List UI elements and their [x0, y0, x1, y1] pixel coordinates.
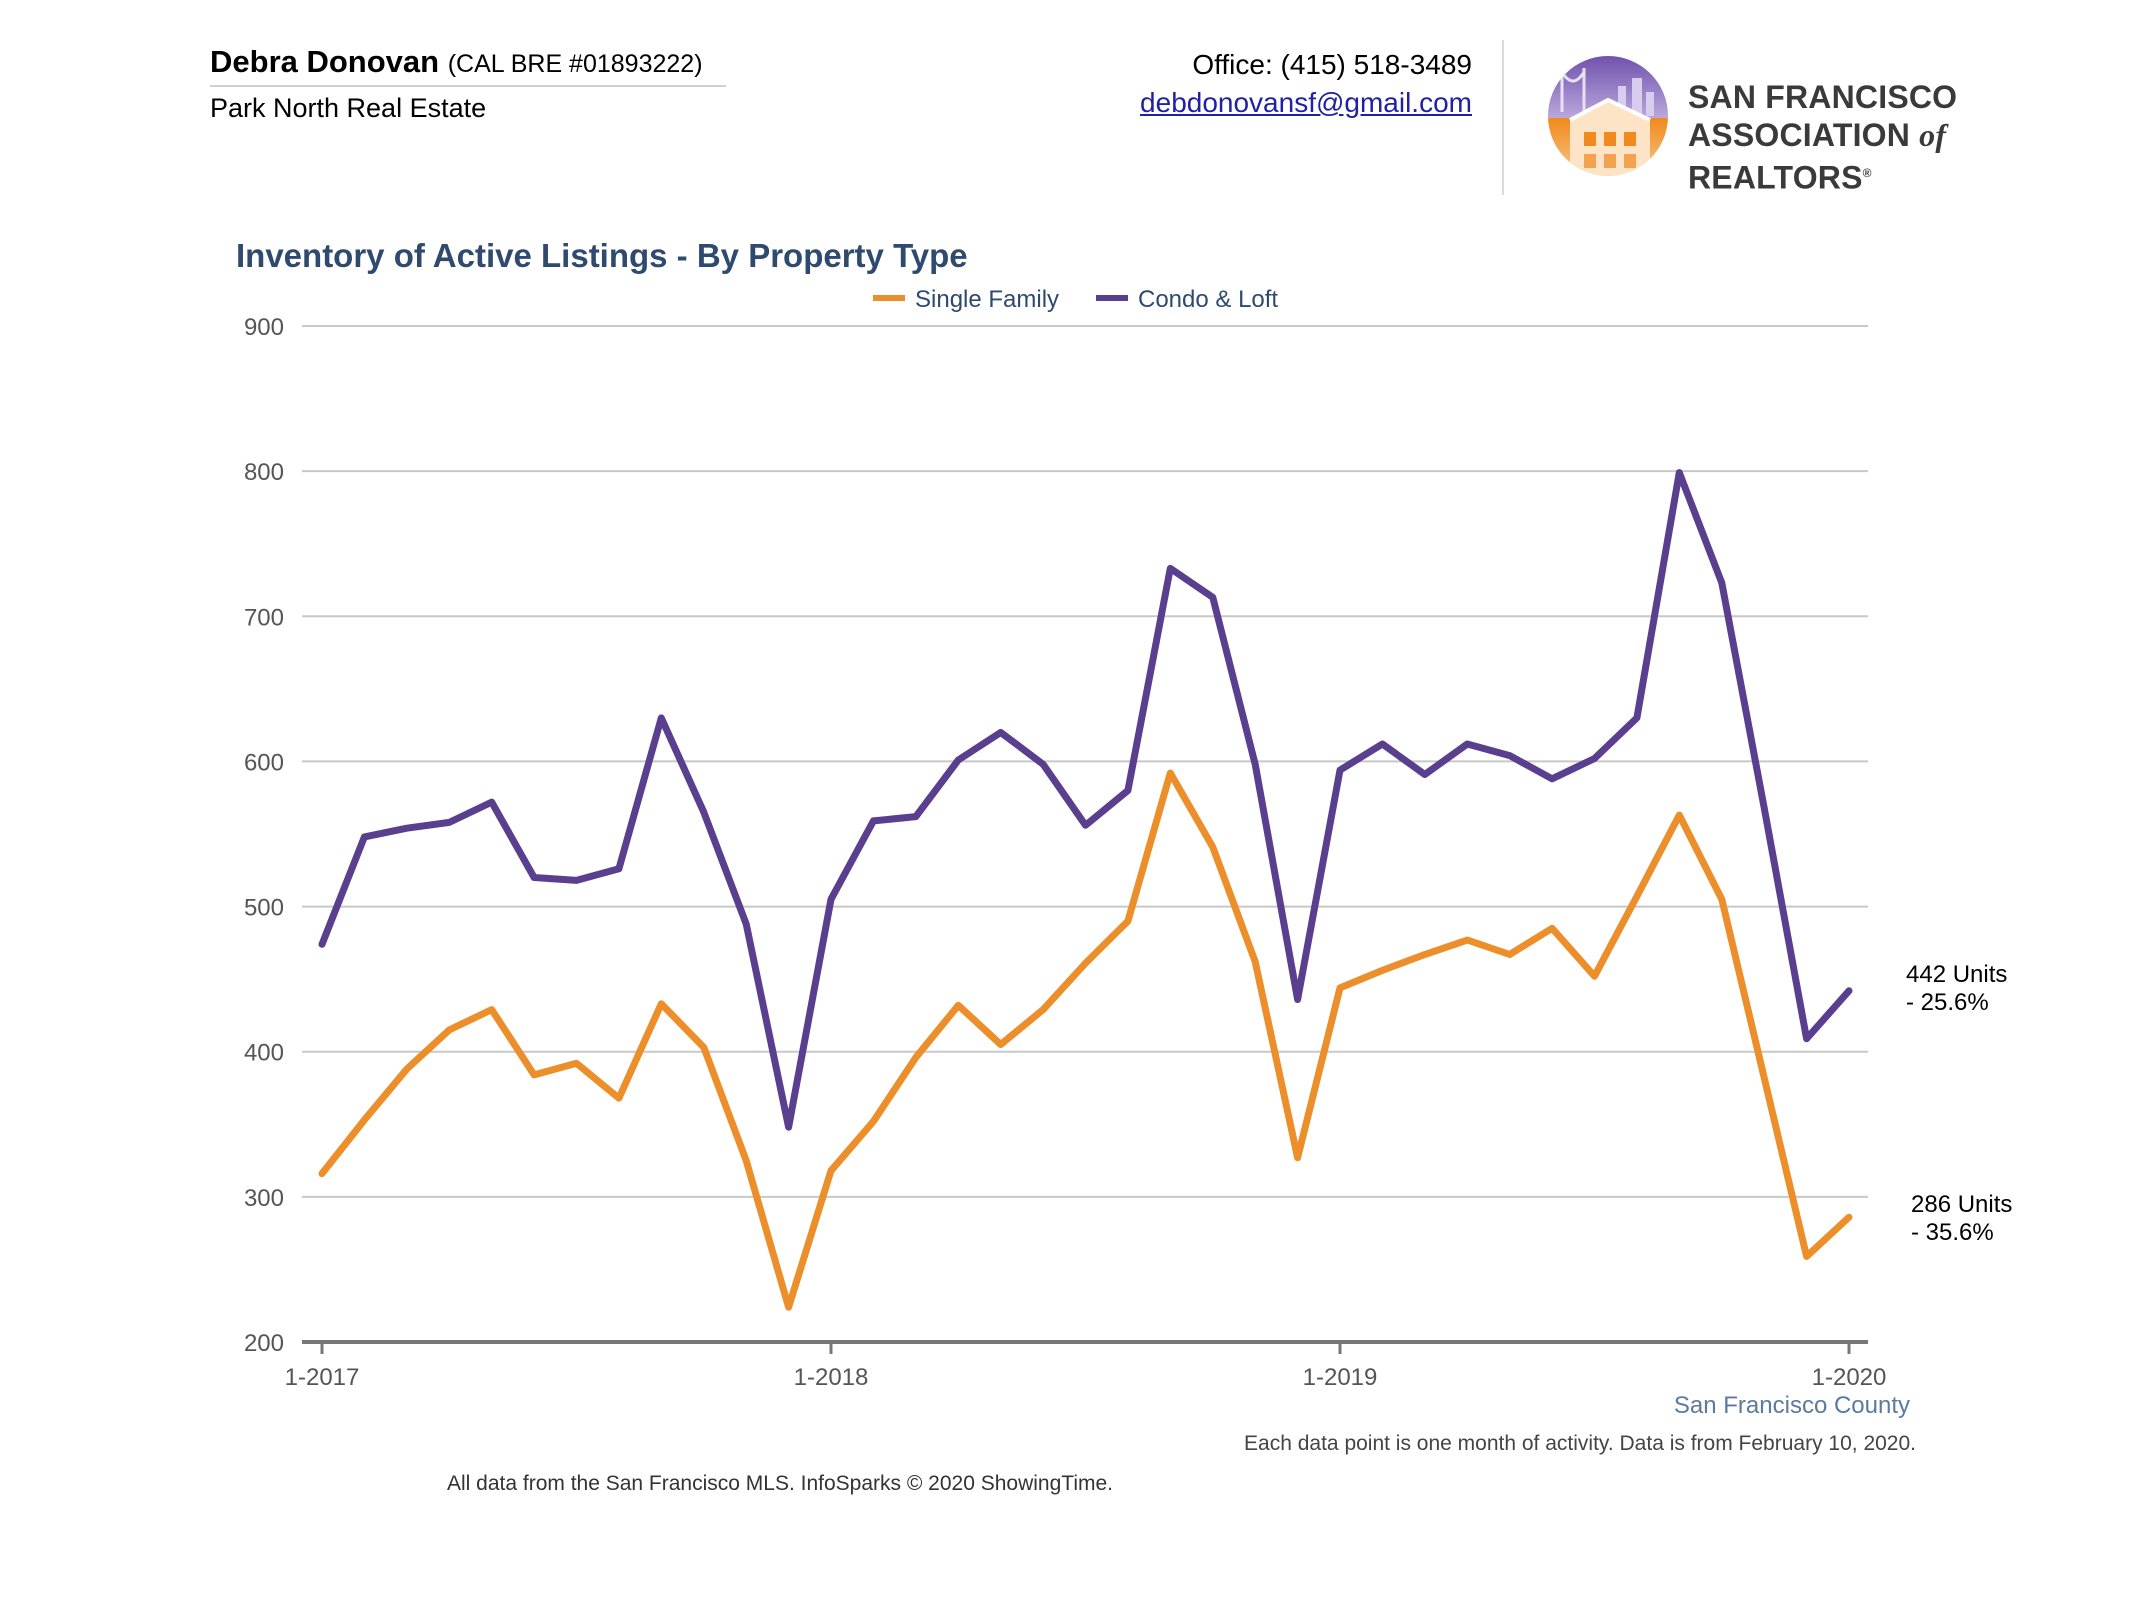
series-line-single-family	[318, 769, 1853, 1311]
x-tick-label: 1-2019	[1303, 1364, 1378, 1391]
logo-line-1: SAN FRANCISCO	[1688, 79, 1958, 115]
series-line-condo-loft	[318, 469, 1853, 1131]
x-tick-label: 1-2020	[1812, 1364, 1887, 1391]
y-tick-label: 300	[244, 1185, 284, 1212]
agent-divider	[210, 85, 726, 87]
logo-of: of	[1919, 117, 1947, 153]
header-divider	[1502, 40, 1504, 195]
single-family-end-label-units: 286 Units	[1911, 1191, 2012, 1218]
y-tick-label: 900	[244, 314, 284, 341]
chart-end-labels: 442 Units - 25.6% 286 Units - 35.6%	[1906, 961, 2012, 1246]
office-phone: Office: (415) 518-3489	[1192, 49, 1472, 80]
y-tick-label: 600	[244, 749, 284, 776]
x-tick-label: 1-2018	[794, 1364, 869, 1391]
condo-end-label-change: - 25.6%	[1906, 989, 1989, 1016]
condo-end-label-units: 442 Units	[1906, 961, 2007, 988]
agent-name: Debra Donovan	[210, 44, 440, 79]
chart-title: Inventory of Active Listings - By Proper…	[236, 237, 968, 274]
logo-registered-mark: ®	[1862, 166, 1872, 180]
y-tick-label: 200	[244, 1330, 284, 1357]
email-link[interactable]: debdonovansf@gmail.com	[1140, 87, 1472, 118]
footnote-data-note: Each data point is one month of activity…	[1244, 1432, 1916, 1455]
agent-license: (CAL BRE #01893222)	[447, 50, 703, 78]
chart-gridlines	[302, 325, 1868, 1198]
footnote-source: All data from the San Francisco MLS. Inf…	[446, 1472, 1113, 1495]
legend-label-condo-loft: Condo & Loft	[1138, 286, 1278, 313]
single-family-end-label-change: - 35.6%	[1911, 1219, 1994, 1246]
y-tick-label: 700	[244, 604, 284, 631]
logo-realtors: REALTORS	[1688, 159, 1863, 196]
chart-series	[318, 469, 1853, 1311]
x-axis: 1-2017 1-2018 1-2019 1-2020	[285, 1340, 1887, 1391]
y-tick-label: 500	[244, 895, 284, 922]
contact-block: Office: (415) 518-3489 debdonovansf@gmai…	[1140, 46, 1472, 122]
sfar-logo-icon	[1548, 56, 1668, 176]
y-tick-label: 400	[244, 1040, 284, 1067]
logo-line-2: ASSOCIATION of REALTORS®	[1688, 116, 2134, 197]
agent-company: Park North Real Estate	[210, 93, 487, 123]
x-tick-label: 1-2017	[285, 1364, 360, 1391]
legend-label-single-family: Single Family	[915, 286, 1059, 313]
y-tick-label: 800	[244, 459, 284, 486]
y-axis: 900 800 700 600 500 400 300 200	[244, 314, 284, 1357]
agent-name-line: Debra Donovan (CAL BRE #01893222)	[210, 44, 703, 80]
region-label: San Francisco County	[1674, 1392, 1910, 1419]
sfar-logo-text: SAN FRANCISCO ASSOCIATION of REALTORS®	[1688, 78, 2134, 197]
chart-legend: Single Family Condo & Loft	[873, 286, 1278, 313]
logo-association: ASSOCIATION	[1688, 117, 1911, 153]
